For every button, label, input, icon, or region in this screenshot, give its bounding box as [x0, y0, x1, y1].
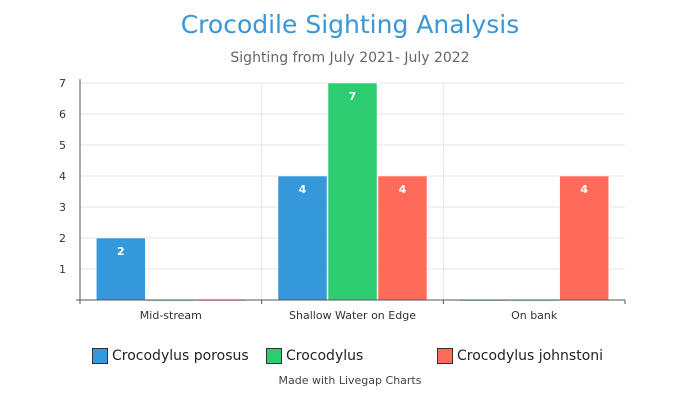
legend-swatch [437, 348, 453, 364]
bar-value-label: 7 [349, 90, 357, 103]
bar-crocodylus-porosus[interactable] [277, 175, 328, 301]
bar-value-label: 4 [299, 183, 307, 196]
bars-layer [96, 82, 609, 302]
legend-item-porosus[interactable]: Crocodylus porosus [92, 346, 249, 366]
axis-layer [76, 79, 626, 304]
legend-label: Crocodylus porosus [112, 348, 249, 364]
bar-value-label: 4 [399, 183, 407, 196]
legend: Crocodylus porosus Crocodylus Crocodylus… [0, 346, 700, 368]
x-tick-label: On bank [511, 309, 558, 322]
y-tick-label: 7 [59, 77, 66, 90]
legend-item-johnstoni[interactable]: Crocodylus johnstoni [437, 346, 603, 366]
bar-crocodylus[interactable] [327, 82, 378, 301]
chart-subtitle: Sighting from July 2021- July 2022 [230, 50, 470, 66]
x-tick-label: Shallow Water on Edge [289, 309, 416, 322]
y-tick-label: 4 [59, 170, 66, 183]
legend-item-crocodylus[interactable]: Crocodylus [266, 346, 363, 366]
x-tick-label: Mid-stream [140, 309, 202, 322]
footer-credit: Made with Livegap Charts [278, 374, 422, 387]
bar-crocodylus-johnstoni[interactable] [559, 175, 609, 301]
legend-swatch [92, 348, 108, 364]
y-tick-label: 3 [59, 201, 66, 214]
bar-crocodylus-johnstoni[interactable] [377, 175, 428, 301]
legend-label: Crocodylus johnstoni [457, 348, 604, 364]
y-tick-label: 2 [59, 232, 66, 245]
y-tick-label: 1 [59, 263, 66, 276]
legend-label: Crocodylus [286, 348, 364, 364]
y-tick-label: 6 [59, 108, 66, 121]
chart-title: Crocodile Sighting Analysis [180, 10, 520, 39]
legend-swatch [266, 348, 282, 364]
bar-value-label: 2 [117, 245, 125, 258]
y-tick-label: 5 [59, 139, 66, 152]
labels-layer: 1 2 3 4 5 6 7 2 Mid-stream 4 7 4 Shallow Water on Ed… [59, 77, 588, 322]
bar-value-label: 4 [580, 183, 588, 196]
bar-crocodylus-porosus[interactable] [96, 237, 146, 301]
